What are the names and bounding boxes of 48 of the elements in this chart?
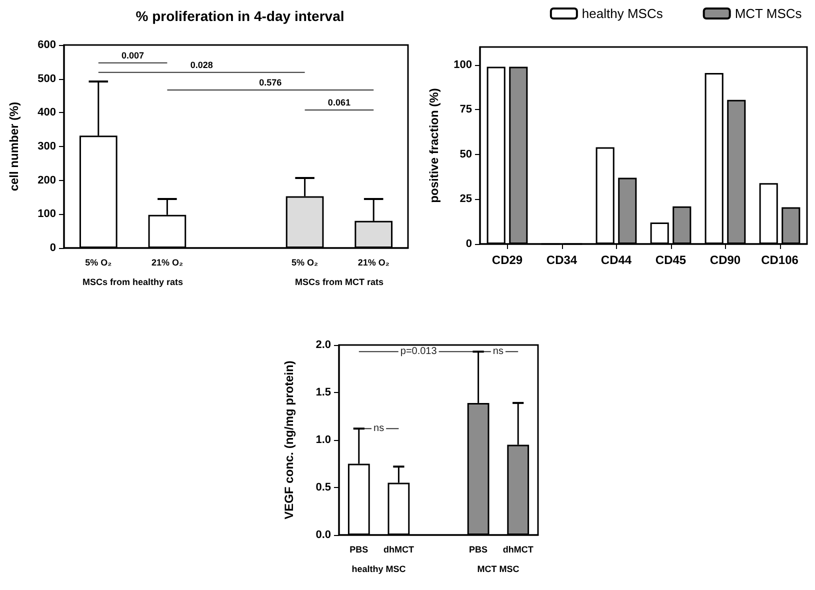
x-tick-label: PBS <box>350 544 368 554</box>
y-tick-label: 0.5 <box>316 482 331 494</box>
x-tick-label: 21% O₂ <box>358 258 390 268</box>
annotation: 0.007 <box>122 50 144 60</box>
annotation: p=0.013 <box>400 346 438 358</box>
y-tick-label: 600 <box>38 39 56 51</box>
x-tick-label: CD45 <box>655 253 686 267</box>
y-tick-label: 2.0 <box>316 339 331 351</box>
y-tick-label: 400 <box>38 106 56 119</box>
y-tick-label: 75 <box>460 104 472 116</box>
text: healthy MSC <box>352 564 406 574</box>
x-tick-label: 5% O₂ <box>292 258 318 268</box>
x-tick-label: dhMCT <box>383 544 414 554</box>
y-tick-label: 100 <box>38 208 56 220</box>
y-tick-label: 1.0 <box>316 434 331 446</box>
x-tick-label: dhMCT <box>502 544 534 554</box>
chart-title: % proliferation in 4-day interval <box>136 8 344 24</box>
annotation: 0.576 <box>259 78 282 88</box>
y-tick-label: 0 <box>466 238 472 250</box>
annotation: ns <box>374 423 384 434</box>
text: MSCs from MCT rats <box>294 277 384 287</box>
x-tick-label: 5% O₂ <box>85 258 112 268</box>
x-tick-label: CD29 <box>492 253 523 267</box>
x-tick-label: CD44 <box>600 253 632 267</box>
annotation: ns <box>492 346 504 358</box>
y-tick-label: 0.0 <box>316 529 331 541</box>
y-tick-label: 200 <box>38 174 56 186</box>
x-tick-label: 21% O₂ <box>151 258 183 268</box>
y-tick-label: 100 <box>454 58 472 71</box>
x-tick-label: CD34 <box>546 253 578 267</box>
annotation: 0.061 <box>328 97 350 108</box>
text: MCT MSC <box>477 564 520 574</box>
annotation: 0.028 <box>190 60 213 70</box>
y-tick-label: 300 <box>38 140 56 152</box>
y-axis-title: VEGF conc. (ng/mg protein) <box>282 360 296 520</box>
legend-label: healthy MSCs <box>582 6 664 21</box>
y-axis-title: positive fraction (%) <box>427 88 441 203</box>
x-tick-label: CD90 <box>710 253 741 267</box>
y-tick-label: 25 <box>460 193 472 206</box>
x-tick-label: CD106 <box>761 253 799 267</box>
y-axis-title: cell number (%) <box>7 102 21 192</box>
y-tick-label: 500 <box>38 72 56 85</box>
y-tick-label: 0 <box>50 242 56 254</box>
legend-label: MCT MSCs <box>734 6 802 21</box>
x-tick-label: PBS <box>469 544 488 554</box>
y-tick-label: 50 <box>460 148 472 160</box>
y-tick-label: 1.5 <box>316 386 331 398</box>
text: MSCs from healthy rats <box>82 277 184 287</box>
